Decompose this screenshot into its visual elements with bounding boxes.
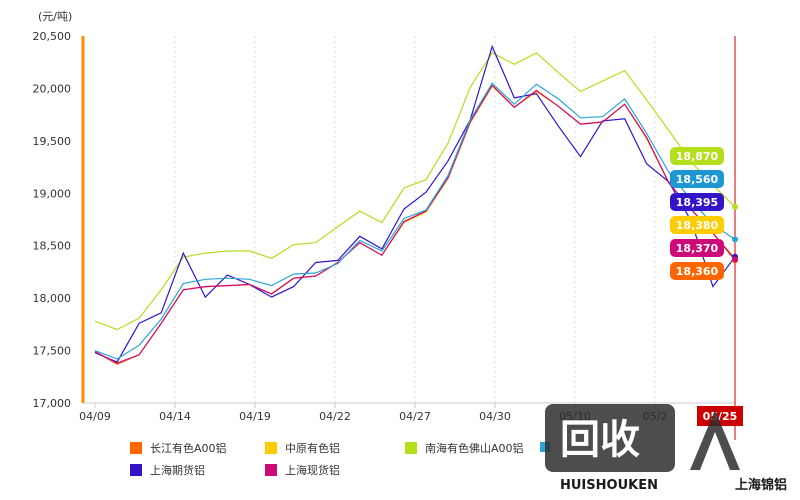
end-value-label: 18,870 — [676, 150, 719, 163]
legend-swatch — [130, 442, 142, 454]
legend-swatch — [405, 442, 417, 454]
series-line — [94, 84, 736, 364]
y-tick-label: 19,500 — [33, 135, 72, 148]
y-tick-label: 18,000 — [33, 292, 72, 305]
y-tick-label: 20,000 — [33, 82, 72, 95]
series-end-point — [732, 236, 738, 243]
end-value-badge — [670, 147, 724, 165]
logo-text: 回收 — [560, 417, 640, 463]
x-tick-label: 04/14 — [159, 410, 191, 423]
x-tick-label: 04/27 — [399, 410, 431, 423]
legend-label: 上海现货铝 — [285, 463, 340, 477]
y-axis-unit: (元/吨) — [38, 10, 72, 23]
watermark: 回收 HUISHOUKEN 上海锦铝 — [545, 404, 787, 493]
end-value-badge — [670, 170, 724, 188]
end-value-badge — [670, 262, 724, 280]
x-tick-label: 04/22 — [319, 410, 351, 423]
series-line — [94, 82, 736, 360]
legend-label: 上海期货铝 — [150, 463, 205, 477]
x-tick-label: 04/19 — [239, 410, 271, 423]
end-value-label: 18,560 — [676, 173, 719, 186]
logo-box — [545, 404, 675, 472]
watermark-caption: 上海锦铝 — [735, 477, 787, 493]
logo-mark-icon — [690, 410, 740, 470]
crosshair: 05/25 — [697, 36, 743, 440]
end-value-badge — [670, 193, 724, 211]
end-value-label: 18,370 — [676, 242, 719, 255]
end-value-label: 18,395 — [676, 196, 718, 209]
end-value-label: 18,380 — [676, 219, 719, 232]
crosshair-x-label: 05/25 — [703, 410, 738, 423]
legend-swatch — [265, 442, 277, 454]
end-value-label: 18,360 — [676, 265, 719, 278]
x-tick-label: 04/09 — [79, 410, 111, 423]
series-end-point — [732, 203, 738, 210]
x-tick-label: 04/30 — [479, 410, 511, 423]
legend-swatch — [265, 464, 277, 476]
y-axis: 17,000 17,500 18,000 18,500 19,000 19,500 20,0… — [33, 30, 85, 410]
end-value-badge — [670, 216, 724, 234]
series-line — [94, 52, 736, 331]
series-line — [94, 44, 736, 363]
grid — [83, 36, 735, 404]
y-tick-label: 17,000 — [33, 397, 72, 410]
y-tick-label: 18,500 — [33, 240, 72, 253]
legend-label: 中原有色铝 — [285, 441, 340, 455]
legend-label: 长江有色A00铝 — [150, 441, 227, 455]
watermark-brand: HUISHOUKEN — [560, 478, 658, 493]
end-value-badge — [670, 239, 724, 257]
crosshair-x-label-box — [697, 406, 743, 426]
legend-swatch — [130, 464, 142, 476]
series-end-point — [732, 256, 738, 263]
series-lines — [94, 44, 736, 365]
y-tick-label: 20,500 — [33, 30, 72, 43]
y-tick-label: 17,500 — [33, 345, 72, 358]
y-tick-label: 19,000 — [33, 187, 72, 200]
end-value-labels: 18,870 18,560 18,395 18,380 18,370 18,360 — [670, 147, 724, 280]
legend-label: 南海有色佛山A00铝 — [425, 441, 524, 455]
